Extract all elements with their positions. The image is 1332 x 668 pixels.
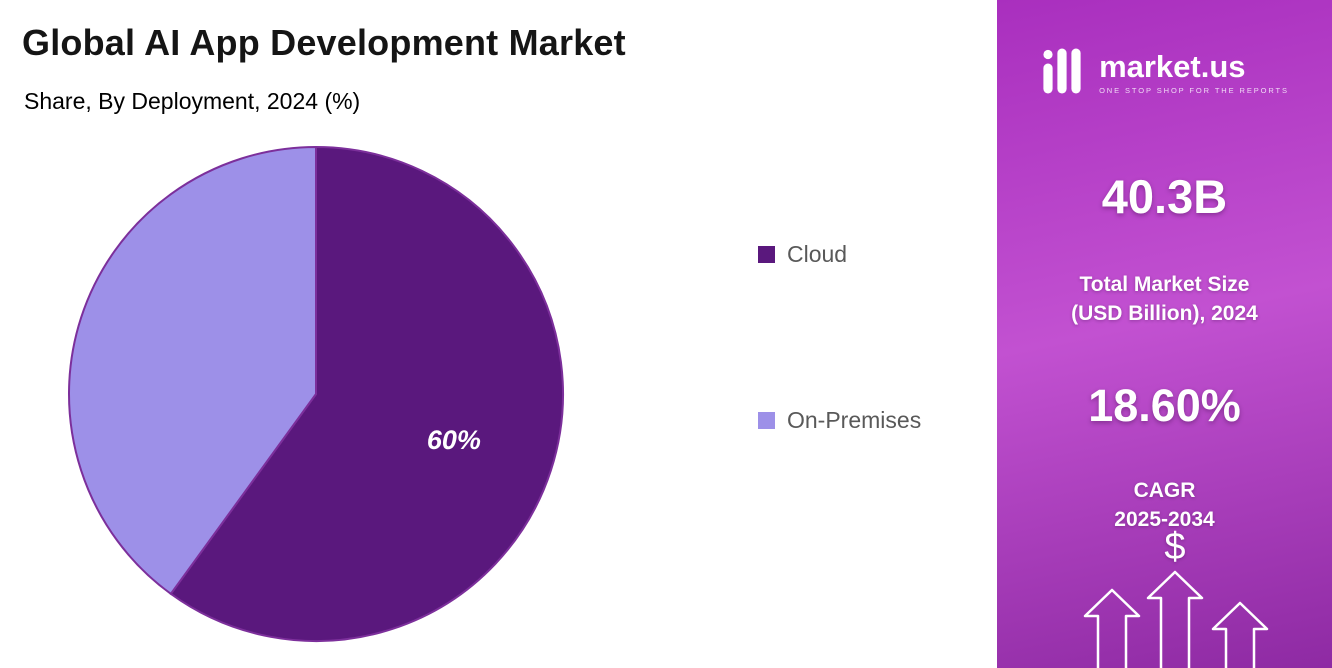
marketus-logo-icon [1040, 46, 1090, 99]
pie-slice-cloud [169, 145, 564, 642]
growth-arrow-middle-icon [1146, 570, 1204, 668]
promo-panel: market.us ONE STOP SHOP FOR THE REPORTS … [997, 0, 1332, 668]
legend-label-cloud: Cloud [787, 241, 848, 267]
cagr-value: 18.60% [1088, 380, 1241, 431]
chart-subtitle: Share, By Deployment, 2024 (%) [24, 88, 361, 114]
market-size-value: 40.3B [1101, 170, 1228, 223]
pie-chart: 60% [62, 140, 570, 648]
cagr-label-line1: CAGR [1133, 479, 1196, 502]
brand-name: market.us [1099, 48, 1246, 84]
dollar-icon: $ [1164, 526, 1186, 568]
legend-swatch-cloud [758, 246, 775, 263]
legend-item-on-premises: On-Premises [758, 407, 921, 434]
legend-swatch-on-premises [758, 412, 775, 429]
brand-tagline: ONE STOP SHOP FOR THE REPORTS [1099, 85, 1289, 95]
pie-slice-percentage-label: 60% [427, 425, 481, 455]
growth-arrow-left-icon [1083, 588, 1141, 668]
market-size-label: Total Market Size (USD Billion), 2024 [1071, 270, 1258, 328]
cagr-label-line2: 2025-2034 [1114, 508, 1215, 531]
page-title: Global AI App Development Market [22, 22, 626, 63]
cagr-label: CAGR 2025-2034 [1114, 476, 1214, 534]
market-size-label-line2: (USD Billion), 2024 [1071, 302, 1258, 325]
growth-arrows-icon [1083, 570, 1269, 668]
brand-logo: market.us ONE STOP SHOP FOR THE REPORTS [1040, 46, 1289, 99]
market-size-label-line1: Total Market Size [1079, 273, 1250, 296]
pie-slice-on-premises [67, 145, 317, 596]
legend-label-on-premises: On-Premises [787, 407, 922, 433]
growth-arrow-right-icon [1211, 601, 1269, 668]
legend-item-cloud: Cloud [758, 241, 847, 268]
pie-chart-svg: 60% [67, 145, 564, 642]
